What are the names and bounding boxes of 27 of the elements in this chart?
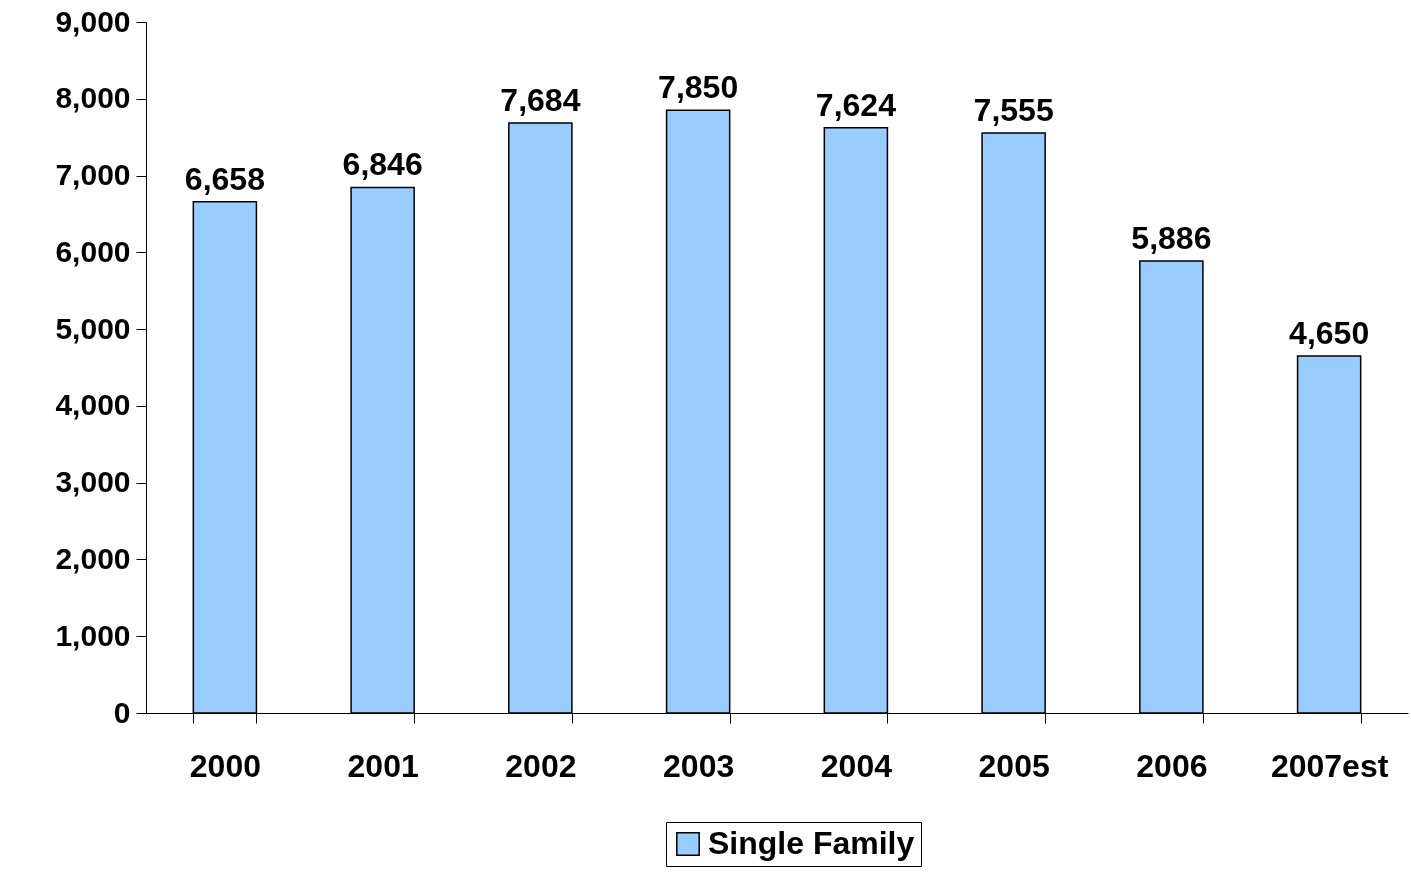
y-tick-label: 3,000 bbox=[55, 465, 131, 499]
x-tick-label: 2004 bbox=[820, 747, 893, 784]
y-tick-label: 8,000 bbox=[55, 81, 131, 115]
data-label: 6,846 bbox=[342, 146, 423, 183]
x-tick-label: 2007est bbox=[1270, 747, 1389, 784]
y-tick-label: 2,000 bbox=[55, 541, 131, 575]
y-tick-label: 6,000 bbox=[55, 234, 131, 268]
y-tick-label: 7,000 bbox=[55, 158, 131, 192]
x-tick-label: 2002 bbox=[505, 747, 577, 784]
data-label: 7,555 bbox=[973, 91, 1054, 128]
x-tick-label: 2000 bbox=[189, 747, 261, 784]
y-tick-label: 9,000 bbox=[55, 4, 131, 38]
x-tick-label: 2005 bbox=[978, 747, 1050, 784]
data-label: 5,886 bbox=[1131, 220, 1212, 257]
data-label: 7,624 bbox=[815, 86, 897, 123]
data-label: 7,684 bbox=[500, 82, 581, 119]
y-tick-label: 0 bbox=[113, 695, 131, 729]
data-label: 4,650 bbox=[1289, 314, 1370, 351]
y-tick-label: 5,000 bbox=[55, 311, 131, 345]
y-tick-label: 4,000 bbox=[55, 388, 131, 422]
data-label: 7,850 bbox=[658, 69, 739, 106]
x-tick-label: 2003 bbox=[663, 747, 735, 784]
x-tick-label: 2006 bbox=[1136, 747, 1208, 784]
y-tick-label: 1,000 bbox=[55, 618, 131, 652]
x-tick-label: 2001 bbox=[347, 747, 419, 784]
legend-label: Single Family bbox=[708, 825, 915, 861]
data-label: 6,658 bbox=[184, 160, 265, 197]
